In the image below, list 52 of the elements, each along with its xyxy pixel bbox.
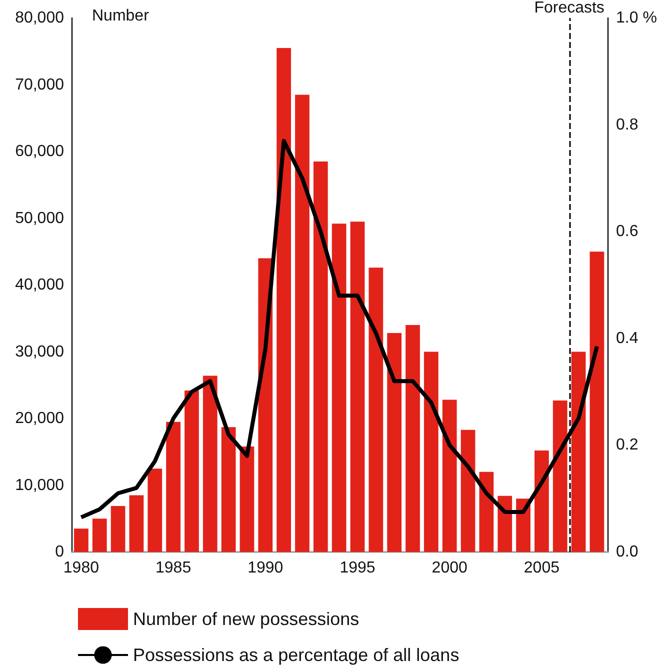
bar (552, 400, 568, 552)
bar (129, 495, 144, 552)
y2-tick-label: 0.4 (616, 330, 638, 347)
y2-tick-label: 0.0 (616, 544, 638, 560)
bar (148, 468, 162, 552)
y2-tick-label: 0.2 (616, 436, 638, 454)
y-tick-label: 60,000 (15, 143, 64, 160)
bar (295, 94, 310, 552)
bar (110, 506, 126, 552)
y-tick-label: 70,000 (15, 76, 64, 94)
bar (406, 325, 420, 552)
bar (571, 352, 586, 552)
bar (534, 450, 549, 552)
x-tick-label: 2005 (524, 560, 560, 576)
x-tick-label: 1980 (63, 560, 100, 576)
bar (92, 518, 107, 552)
y-tick-label: 10,000 (15, 476, 64, 494)
bar (442, 400, 457, 552)
y-tick-label: 50,000 (15, 210, 64, 227)
y-tick-label: 80,000 (15, 10, 64, 26)
bar (221, 427, 236, 552)
bar (240, 446, 254, 552)
legend-label: Possessions as a percentage of all loans (133, 645, 460, 665)
legend-label: Number of new possessions (133, 609, 360, 629)
y-tick-label: 0 (55, 544, 64, 560)
bar (313, 162, 328, 552)
y-tick-label: 30,000 (15, 343, 64, 360)
bar (387, 333, 402, 552)
x-tick-label: 1990 (248, 560, 284, 576)
x-tick-label: 2000 (432, 560, 468, 576)
bar (368, 268, 384, 552)
bar (166, 422, 180, 552)
bar (332, 224, 346, 552)
bar (276, 48, 292, 552)
bar (202, 376, 218, 552)
bar (184, 390, 199, 552)
bar (424, 352, 438, 552)
bar (74, 528, 88, 552)
y2-tick-label: 1.0 % (616, 10, 657, 26)
y-tick-label: 20,000 (15, 410, 64, 427)
y2-tick-label: 0.8 (616, 116, 638, 134)
bar (590, 252, 604, 552)
bar (350, 222, 365, 552)
bar (479, 472, 494, 552)
y2-tick-label: 0.6 (616, 223, 638, 240)
x-tick-label: 1985 (156, 560, 192, 576)
bar (460, 430, 476, 552)
y-tick-label: 40,000 (15, 276, 64, 294)
ref-line-label: Forecasts (534, 0, 604, 16)
bar (498, 496, 512, 552)
y-axis-title: Number (92, 8, 150, 24)
x-tick-label: 1995 (340, 560, 376, 576)
